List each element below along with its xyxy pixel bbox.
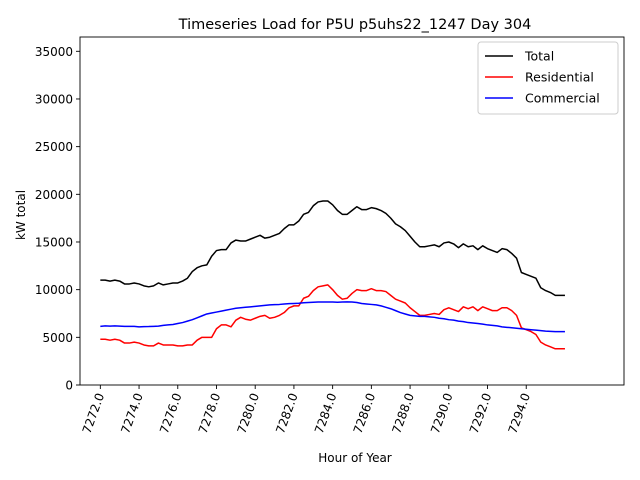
series-line-residential [100, 284, 565, 350]
y-tick-label: 5000 [42, 331, 73, 345]
y-tick-label: 35000 [35, 45, 73, 59]
y-tick-label: 10000 [35, 283, 73, 297]
chart-title: Timeseries Load for P5U p5uhs22_1247 Day… [178, 17, 532, 33]
x-axis-label: Hour of Year [318, 451, 392, 465]
y-tick-label: 20000 [35, 188, 73, 202]
y-tick-label: 0 [65, 379, 73, 393]
y-tick-label: 25000 [35, 140, 73, 154]
series-line-commercial [100, 301, 565, 333]
legend-label-total: Total [524, 49, 554, 64]
legend-box [477, 41, 619, 115]
y-axis-label: kW total [14, 190, 28, 240]
y-tick-label: 30000 [35, 92, 73, 106]
legend-label-commercial: Commercial [525, 91, 600, 106]
axes-frame [79, 36, 625, 386]
y-tick-label: 15000 [35, 235, 73, 249]
series-line-total [100, 200, 565, 297]
legend-label-residential: Residential [525, 70, 594, 85]
legend: Total Residential Commercial [477, 41, 619, 115]
